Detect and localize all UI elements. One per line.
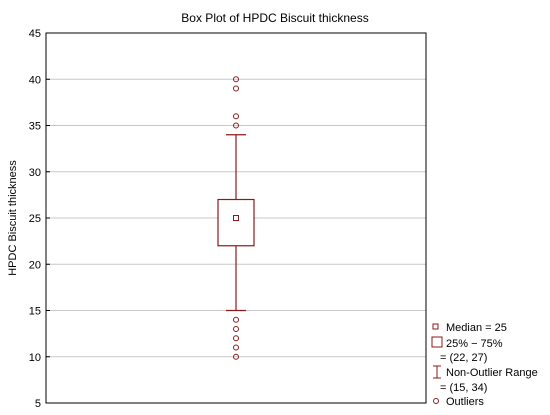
y-tick-label: 5 [35,398,41,410]
iqr-box [217,198,255,247]
plot-frame [45,32,427,404]
y-tick-label: 15 [29,306,41,318]
y-axis-label: HPDC Biscuit thickness [7,160,19,276]
box-plot [217,76,255,360]
legend-range-label-2: = (15, 34) [440,382,487,394]
legend-median-label: Median = 25 [446,322,507,334]
legend-median-marker [432,323,439,330]
y-tick-label: 40 [29,74,41,86]
outlier-point [233,122,239,129]
legend-outlier-marker [433,398,439,404]
outlier-point [233,316,239,323]
y-tick-label: 30 [29,167,41,179]
legend-range-marker [433,365,441,379]
legend-outliers-label: Outliers [446,396,484,408]
legend: Median = 25 25% − 75% = (22, 27) Non-Out… [431,322,538,408]
legend-range-label-1: Non-Outlier Range [446,367,538,379]
legend-box-label-1: 25% − 75% [446,338,503,350]
outlier-point [233,85,239,92]
y-axis: 5 10 15 20 25 30 35 40 45 [29,28,50,410]
y-tick-label: 35 [29,121,41,133]
outlier-point [233,344,239,351]
y-tick-label: 10 [29,352,41,364]
outlier-point [233,326,239,332]
outlier-point [233,113,239,120]
legend-box-marker [431,336,443,348]
outlier-point [233,76,239,83]
chart-title: Box Plot of HPDC Biscuit thickness [181,11,368,25]
outlier-point [233,353,239,360]
y-tick-label: 25 [29,213,41,225]
y-tick-label: 45 [29,28,41,40]
y-tick-label: 20 [29,259,41,271]
median-marker [233,215,239,221]
legend-box-label-2: = (22, 27) [440,352,487,364]
outlier-point [233,335,239,342]
